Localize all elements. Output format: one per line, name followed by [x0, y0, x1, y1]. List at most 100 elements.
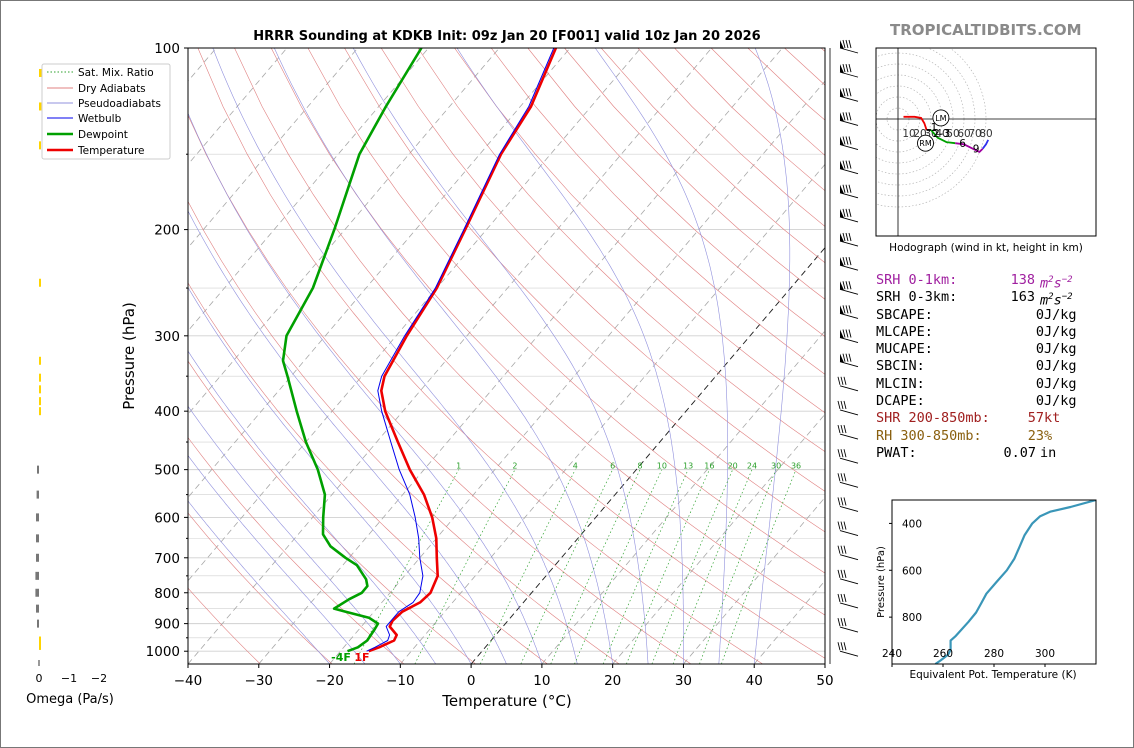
omega-bar	[37, 619, 39, 628]
dry-adiabat	[344, 48, 825, 533]
barb-feather	[845, 64, 849, 73]
barb-pennant	[840, 353, 844, 363]
mixing-ratio-label: 36	[791, 462, 801, 471]
legend-label: Sat. Mix. Ratio	[78, 67, 154, 79]
y-axis-label: Pressure (hPa)	[120, 302, 138, 410]
y-tick-label: 400	[154, 404, 180, 420]
omega-xlabel: Omega (Pa/s)	[26, 692, 114, 707]
mixing-ratio-line	[574, 469, 663, 664]
mixing-ratio-line	[699, 469, 777, 664]
omega-bar	[39, 141, 41, 150]
barb-feather	[843, 569, 847, 578]
dry-adiabat	[234, 48, 825, 659]
mixing-ratio-label: 8	[637, 462, 642, 471]
param-unit: %	[1044, 427, 1053, 444]
hodo-ring-label: 10	[902, 128, 915, 140]
y-tick-label: 100	[154, 41, 180, 57]
barb-feather	[842, 184, 846, 193]
x-axis-label: Temperature (°C)	[441, 692, 571, 710]
pseudoadiabat	[753, 48, 791, 664]
barb-feather	[840, 376, 844, 385]
barb-feather	[845, 160, 849, 169]
x-tick-label: 20	[604, 673, 621, 689]
barb-feather	[845, 39, 849, 49]
pseudoadiabat	[188, 210, 507, 664]
param-unit: J/kg	[1044, 306, 1077, 323]
theta-x-tick-label: 260	[933, 648, 953, 660]
barb-feather	[843, 642, 847, 651]
mixing-ratio-label: 4	[573, 462, 578, 471]
hodo-segment	[903, 115, 928, 131]
y-tick-label: 800	[154, 586, 180, 602]
omega-bar	[36, 553, 39, 562]
wind-barb	[839, 329, 859, 343]
param-label: PWAT:	[876, 444, 917, 461]
param-row: SBCIN: 0 J/kg	[876, 358, 1096, 375]
storm-motion-label: LM	[935, 114, 946, 123]
barb-feather	[848, 232, 852, 242]
param-row: SHR 200-850mb: 57 kt	[876, 410, 1096, 427]
barb-feather	[840, 497, 844, 506]
mixing-ratio-label: 24	[747, 462, 757, 471]
barb-feather	[837, 376, 841, 385]
mixing-ratio-line	[721, 469, 797, 664]
barb-pennant	[840, 136, 844, 146]
barb-staff	[839, 288, 859, 295]
barb-feather	[845, 281, 849, 290]
x-tick-label: −20	[315, 673, 344, 689]
barb-feather	[843, 424, 847, 434]
barb-pennant	[840, 305, 844, 315]
barb-feather	[848, 305, 852, 314]
y-tick-label: 300	[154, 329, 180, 345]
y-tick-label: 1000	[146, 644, 180, 660]
legend-item-dry-adiabats: Dry Adiabats	[47, 83, 146, 95]
barb-feather	[848, 281, 852, 290]
wind-barb	[839, 184, 859, 199]
wind-barb	[839, 232, 859, 247]
omega-bars	[35, 68, 42, 666]
y-tick-label: 900	[154, 617, 180, 633]
pseudoadiabat	[188, 286, 472, 664]
param-value: 138	[1010, 272, 1035, 288]
hodo-height-label: 6	[959, 138, 966, 150]
isotherm	[188, 48, 642, 582]
param-unit: m2s−2	[1040, 275, 1073, 292]
plot-border	[187, 47, 826, 665]
wind-barb	[839, 257, 859, 271]
barb-pennant	[840, 112, 844, 122]
barb-feather	[845, 136, 849, 145]
param-row: MLCAPE: 0 J/kg	[876, 324, 1096, 341]
param-row: SRH 0-3km: 163 m2s−2	[876, 289, 1096, 309]
barb-staff	[839, 361, 859, 368]
barb-feather	[840, 424, 844, 434]
mixing-ratio-label: 16	[704, 462, 714, 471]
omega-bar	[36, 513, 39, 522]
storm-motion-marker	[917, 134, 934, 152]
series-dewpoint	[281, 48, 423, 653]
barb-feather	[843, 473, 847, 482]
barb-staff	[839, 433, 859, 440]
mixing-ratio-line	[414, 469, 516, 664]
pseudoadiabat	[188, 405, 401, 664]
param-row: DCAPE: 0 J/kg	[876, 393, 1096, 410]
barb-feather	[842, 329, 846, 338]
dry-adiabat	[188, 114, 692, 664]
barb-feather	[837, 497, 841, 506]
dry-adiabat	[490, 48, 825, 375]
param-label: DCAPE:	[876, 393, 925, 410]
storm-motion-lm: LM	[932, 109, 950, 127]
barb-feather	[848, 184, 852, 193]
param-unit: J/kg	[1044, 358, 1077, 375]
barb-pennant	[840, 160, 844, 170]
barb-staff	[839, 312, 859, 319]
omega-tick-0: 0	[36, 672, 43, 685]
barb-feather	[840, 521, 844, 530]
isotherm	[188, 48, 571, 499]
barb-feather	[842, 160, 846, 169]
wind-barb	[839, 112, 859, 126]
param-value: 23	[1027, 427, 1044, 444]
omega-bar	[36, 604, 39, 613]
barb-feather	[842, 305, 846, 314]
hodo-height-label: 1	[931, 122, 938, 134]
